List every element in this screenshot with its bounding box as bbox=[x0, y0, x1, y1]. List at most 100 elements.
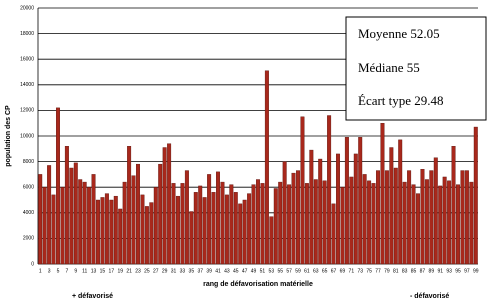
x-tick-label: 37 bbox=[197, 268, 203, 274]
x-tick-label: 63 bbox=[313, 268, 319, 274]
bar bbox=[216, 171, 220, 265]
bar bbox=[380, 122, 385, 265]
bar bbox=[140, 194, 145, 265]
bar bbox=[69, 167, 74, 265]
bar bbox=[264, 70, 269, 265]
bar bbox=[282, 161, 287, 265]
bar bbox=[229, 184, 234, 265]
bar bbox=[300, 116, 305, 265]
bar bbox=[460, 170, 465, 265]
x-tick-label: 83 bbox=[402, 268, 408, 274]
y-tick-label: 6000 bbox=[23, 185, 34, 191]
bar bbox=[38, 174, 43, 265]
x-tick-label: 29 bbox=[162, 268, 168, 274]
x-tick-label: 91 bbox=[437, 268, 443, 274]
bar bbox=[416, 193, 420, 265]
bar bbox=[82, 181, 87, 265]
bar bbox=[353, 153, 358, 265]
bar bbox=[251, 184, 256, 265]
x-tick-label: 57 bbox=[286, 268, 292, 274]
bar bbox=[167, 143, 172, 265]
x-tick-label: 15 bbox=[100, 268, 106, 274]
bar bbox=[291, 172, 296, 265]
stats-box bbox=[345, 16, 487, 121]
bar bbox=[269, 216, 274, 265]
bar bbox=[367, 180, 372, 265]
bar bbox=[393, 167, 398, 265]
x-tick-label: 41 bbox=[215, 268, 221, 274]
bar bbox=[358, 137, 363, 265]
bar bbox=[313, 179, 318, 265]
x-tick-label: 31 bbox=[171, 268, 177, 274]
bar bbox=[349, 176, 354, 265]
x-tick-label: 33 bbox=[180, 268, 186, 274]
stat-text: Médiane 55 bbox=[358, 60, 420, 75]
bar bbox=[322, 180, 327, 265]
bar bbox=[464, 170, 469, 265]
x-tick-label: 53 bbox=[269, 268, 275, 274]
bar bbox=[451, 146, 456, 265]
y-tick-label: 12000 bbox=[20, 108, 34, 114]
x-tick-label: 81 bbox=[393, 268, 399, 274]
bar bbox=[456, 184, 460, 265]
bar bbox=[100, 197, 105, 265]
y-tick-label: 0 bbox=[31, 261, 34, 267]
bar bbox=[362, 174, 367, 265]
bar bbox=[384, 170, 389, 265]
x-tick-label: 23 bbox=[135, 268, 141, 274]
bar bbox=[273, 188, 278, 265]
bar bbox=[224, 194, 229, 265]
x-tick-label: 75 bbox=[366, 268, 372, 274]
x-tick-label: 47 bbox=[242, 268, 248, 274]
bar bbox=[122, 181, 127, 265]
bar bbox=[238, 203, 243, 265]
bar bbox=[104, 193, 109, 265]
bar bbox=[184, 170, 189, 265]
x-tick-label: 99 bbox=[473, 268, 479, 274]
x-tick-label: 55 bbox=[277, 268, 283, 274]
stat-text: Moyenne 52.05 bbox=[358, 26, 440, 41]
x-tick-label: 21 bbox=[126, 268, 132, 274]
bar bbox=[340, 186, 345, 265]
bar bbox=[389, 147, 394, 265]
x-tick-label: 11 bbox=[82, 268, 87, 274]
bar bbox=[118, 208, 123, 265]
bar bbox=[260, 183, 265, 265]
bar bbox=[153, 186, 158, 265]
bar bbox=[136, 163, 140, 265]
bar bbox=[247, 193, 252, 265]
x-tick-label: 49 bbox=[251, 268, 257, 274]
x-tick-label: 51 bbox=[260, 268, 266, 274]
x-tick-label: 77 bbox=[375, 268, 381, 274]
bar bbox=[447, 180, 452, 265]
bar bbox=[407, 170, 412, 265]
bar bbox=[433, 157, 438, 265]
x-tick-label: 85 bbox=[411, 268, 417, 274]
y-tick-label: 16000 bbox=[20, 57, 34, 63]
bar bbox=[171, 183, 176, 265]
x-tick-label: 1 bbox=[39, 268, 42, 274]
bar bbox=[438, 185, 443, 265]
bar bbox=[60, 186, 65, 265]
bar bbox=[287, 184, 292, 265]
x-tick-label: 79 bbox=[384, 268, 390, 274]
x-axis-label: rang de défavorisation matérielle bbox=[203, 281, 313, 288]
annotation: + défavorisé bbox=[72, 293, 113, 300]
bar bbox=[131, 175, 136, 265]
bar bbox=[376, 170, 380, 265]
bar bbox=[411, 184, 416, 265]
x-tick-label: 19 bbox=[117, 268, 123, 274]
y-tick-label: 18000 bbox=[20, 31, 34, 37]
bar bbox=[127, 146, 132, 265]
x-tick-label: 9 bbox=[74, 268, 77, 274]
bar bbox=[180, 183, 185, 265]
bar bbox=[211, 192, 216, 265]
annotation: - défavorisé bbox=[410, 293, 449, 300]
x-tick-label: 35 bbox=[189, 268, 195, 274]
bar bbox=[402, 181, 407, 265]
bar bbox=[176, 195, 180, 265]
x-tick-label: 45 bbox=[233, 268, 239, 274]
bar bbox=[202, 197, 207, 265]
bar bbox=[91, 174, 96, 265]
